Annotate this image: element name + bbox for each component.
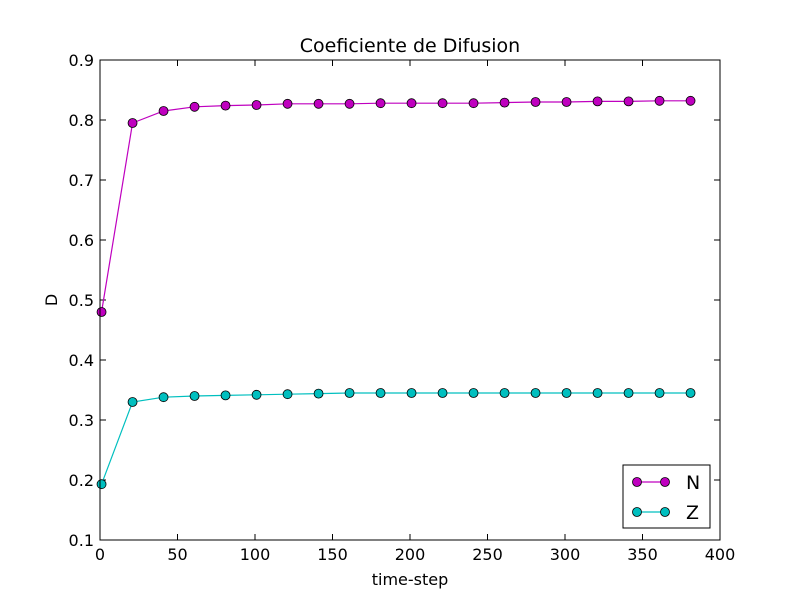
data-point bbox=[468, 388, 479, 398]
series-line bbox=[100, 392, 691, 485]
series-n bbox=[96, 95, 696, 317]
y-tick-label: 0.6 bbox=[69, 231, 94, 250]
y-tick-label: 0.1 bbox=[69, 531, 94, 550]
x-tick-label: 100 bbox=[240, 545, 271, 564]
x-tick-label: 250 bbox=[472, 545, 503, 564]
y-axis: 0.1 0.2 0.3 0.4 0.5 0.6 0.7 0.8 0.9 bbox=[69, 51, 720, 550]
data-point bbox=[313, 388, 324, 399]
data-point bbox=[561, 97, 572, 107]
data-point bbox=[468, 98, 479, 109]
data-point bbox=[220, 100, 231, 111]
data-point bbox=[251, 100, 262, 110]
data-point bbox=[251, 389, 262, 400]
data-point bbox=[189, 101, 200, 112]
y-tick-label: 0.8 bbox=[69, 111, 94, 130]
x-tick-label: 200 bbox=[395, 545, 426, 564]
data-point bbox=[437, 98, 448, 109]
data-point bbox=[96, 307, 107, 317]
legend-box bbox=[622, 464, 711, 529]
data-point bbox=[592, 96, 603, 107]
legend-marker bbox=[632, 477, 642, 487]
data-point bbox=[158, 106, 169, 116]
data-point bbox=[158, 392, 169, 403]
data-point bbox=[406, 98, 417, 109]
data-point bbox=[96, 479, 107, 490]
legend-label: Z bbox=[686, 502, 699, 524]
y-tick-label: 0.4 bbox=[69, 351, 94, 370]
data-point bbox=[313, 98, 324, 109]
x-axis-title: time-step bbox=[372, 570, 449, 589]
data-point bbox=[344, 388, 355, 398]
data-point bbox=[623, 388, 634, 398]
x-tick-label: 150 bbox=[317, 545, 348, 564]
legend-entry-n: N bbox=[632, 472, 700, 494]
legend-marker bbox=[660, 507, 670, 517]
x-tick-label: 0 bbox=[95, 545, 105, 564]
data-point bbox=[127, 118, 138, 128]
x-axis: 0 50 100 150 200 250 300 350 400 bbox=[95, 60, 735, 564]
legend-label: N bbox=[686, 472, 700, 494]
legend: NZ bbox=[622, 464, 711, 529]
data-point bbox=[437, 388, 448, 398]
data-point bbox=[685, 388, 696, 398]
data-point bbox=[623, 96, 634, 107]
data-point bbox=[344, 98, 355, 109]
series-layer bbox=[96, 95, 696, 490]
data-point bbox=[530, 97, 541, 107]
data-point bbox=[654, 388, 665, 398]
y-tick-label: 0.2 bbox=[69, 471, 94, 490]
data-point bbox=[499, 97, 510, 108]
legend-entry-z: Z bbox=[632, 502, 699, 524]
data-point bbox=[406, 388, 417, 398]
y-axis-title: D bbox=[42, 294, 61, 306]
legend-marker bbox=[660, 477, 670, 487]
series-line bbox=[100, 100, 691, 313]
x-tick-label: 50 bbox=[167, 545, 187, 564]
plot-area-frame bbox=[99, 59, 721, 541]
data-point bbox=[282, 389, 293, 400]
x-tick-label: 400 bbox=[705, 545, 736, 564]
data-point bbox=[220, 390, 231, 401]
data-point bbox=[561, 388, 572, 398]
y-tick-label: 0.5 bbox=[69, 291, 94, 310]
data-point bbox=[375, 388, 386, 398]
data-point bbox=[499, 388, 510, 398]
data-point bbox=[685, 95, 696, 106]
data-point bbox=[375, 98, 386, 109]
legend-marker bbox=[632, 507, 642, 517]
x-tick-label: 350 bbox=[627, 545, 658, 564]
y-tick-label: 0.9 bbox=[69, 51, 94, 70]
data-point bbox=[530, 388, 541, 398]
data-point bbox=[592, 388, 603, 398]
series-z bbox=[96, 388, 696, 490]
data-point bbox=[189, 391, 200, 401]
x-tick-label: 300 bbox=[550, 545, 581, 564]
data-point bbox=[654, 95, 665, 106]
data-point bbox=[127, 397, 138, 407]
chart-title: Coeficiente de Difusion bbox=[300, 35, 520, 57]
y-tick-label: 0.7 bbox=[69, 171, 94, 190]
data-point bbox=[282, 98, 293, 109]
y-tick-label: 0.3 bbox=[69, 411, 94, 430]
